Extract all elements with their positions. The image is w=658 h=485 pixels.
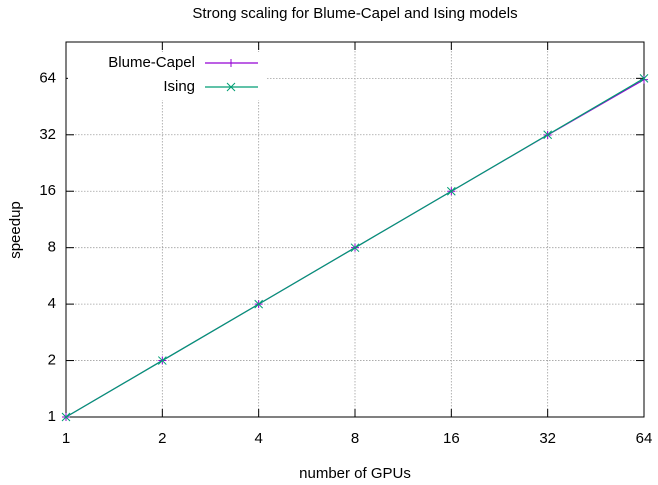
x-tick-label: 32 — [539, 430, 556, 447]
y-tick-label: 8 — [48, 239, 56, 256]
x-axis-label: number of GPUs — [299, 465, 411, 482]
y-axis-label: speedup — [7, 201, 24, 259]
y-tick-label: 4 — [48, 295, 56, 312]
x-tick-label: 4 — [254, 430, 262, 447]
x-tick-label: 1 — [62, 430, 70, 447]
point — [227, 59, 235, 67]
x-tick-label: 64 — [636, 430, 653, 447]
legend-label: Blume-Capel — [108, 54, 195, 71]
legend-box — [68, 52, 266, 100]
x-tick-label: 2 — [158, 430, 166, 447]
point — [157, 356, 167, 365]
chart-title: Strong scaling for Blume-Capel and Ising… — [192, 5, 517, 22]
point — [254, 299, 264, 309]
y-tick-label: 1 — [48, 408, 56, 425]
plot-frame — [65, 41, 645, 418]
point — [543, 130, 553, 140]
legend-label: Ising — [163, 78, 195, 95]
point — [639, 73, 649, 83]
y-tick-label: 2 — [48, 352, 56, 369]
y-tick-label: 64 — [39, 69, 56, 86]
y-tick-label: 16 — [39, 182, 56, 199]
point — [446, 186, 456, 196]
x-tick-label: 8 — [351, 430, 359, 447]
y-tick-label: 32 — [39, 126, 56, 143]
x-tick-label: 16 — [443, 430, 460, 447]
point — [350, 243, 360, 253]
point — [61, 412, 71, 422]
point — [226, 82, 236, 92]
